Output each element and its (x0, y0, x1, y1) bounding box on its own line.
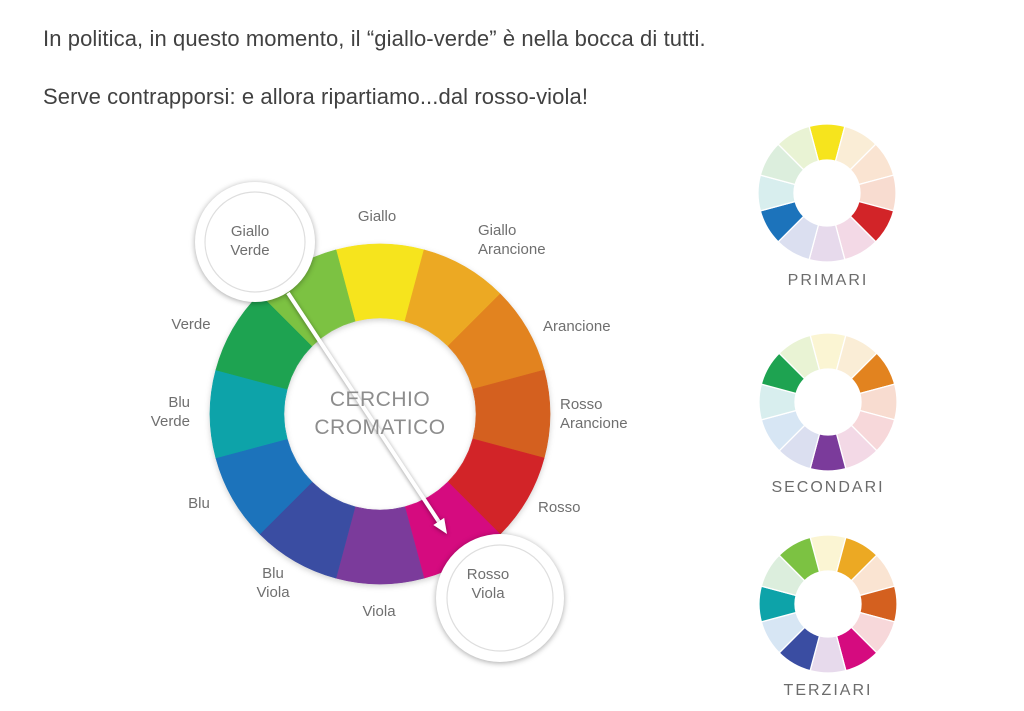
mini-terziari-segment-giallo-verde (778, 536, 821, 582)
wheel-label-giallo-arancione: Giallo Arancione (478, 222, 546, 258)
caption-secondari: SECONDARI (771, 479, 885, 496)
wheel-label-giallo-verde: Giallo Verde (230, 223, 270, 259)
wheel-label-rosso-viola: Rosso Viola (466, 566, 510, 602)
mini-wheel-secondari (758, 332, 898, 472)
wheel-label-rosso: Rosso (538, 499, 581, 516)
ring-inner-edge (446, 544, 554, 652)
arrow-head (433, 517, 447, 534)
wheel-label-blu-viola: Blu Viola (256, 565, 290, 601)
annotations (195, 182, 564, 662)
color-wheel (209, 243, 551, 585)
wheel-label-blu-verde: Blu Verde (150, 394, 190, 430)
highlight-ring-rosso-viola (436, 534, 564, 662)
wheel-label-blu: Blu (188, 495, 210, 512)
wheel-label-giallo: Giallo (357, 208, 397, 225)
mini-primari-segment-giallo-verde (777, 125, 820, 171)
mini-secondari-segment-giallo-verde (778, 334, 821, 380)
wheel-label-viola: Viola (362, 603, 396, 620)
highlight-ring-giallo-verde (195, 182, 315, 302)
wheel-label-arancione: Arancione (543, 318, 611, 335)
wheel-label-verde: Verde (171, 316, 211, 333)
ring-inner-edge (204, 191, 306, 293)
caption-terziari: TERZIARI (783, 682, 873, 699)
wheel-center-title: CERCHIO CROMATICO (314, 388, 446, 439)
caption-primari: PRIMARI (787, 272, 869, 289)
arrow-line (286, 291, 443, 526)
intro-line-1: In politica, in questo momento, il “gial… (43, 26, 706, 51)
wheel-label-rosso-arancione: Rosso Arancione (560, 396, 628, 432)
mini-wheel-primari (757, 123, 897, 263)
mini-wheel-terziari (758, 534, 898, 674)
intro-line-2: Serve contrapporsi: e allora ripartiamo.… (43, 84, 589, 109)
